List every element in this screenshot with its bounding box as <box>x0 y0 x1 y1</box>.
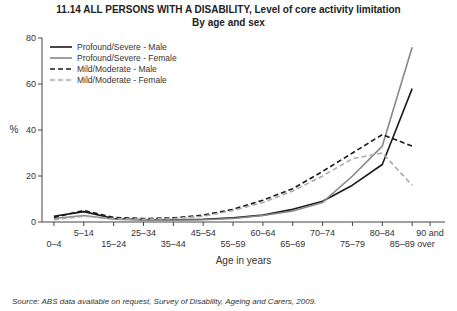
y-tick <box>38 222 42 223</box>
y-tick <box>38 130 42 131</box>
legend-swatch <box>50 79 72 81</box>
y-tick <box>38 84 42 85</box>
x-tick <box>203 222 204 226</box>
x-tick <box>322 222 323 226</box>
series-line <box>54 153 412 220</box>
series-line <box>54 135 412 219</box>
y-axis-label: % <box>10 124 19 135</box>
source-note: Source: ABS data available on request, S… <box>12 297 316 306</box>
x-tick <box>382 222 383 226</box>
legend-swatch <box>50 68 72 70</box>
legend-label: Profound/Severe - Female <box>77 53 177 63</box>
series-line <box>54 47 412 220</box>
y-tick-label: 40 <box>26 125 36 135</box>
x-tick <box>430 222 431 226</box>
legend: Profound/Severe - MaleProfound/Severe - … <box>50 42 177 85</box>
legend-swatch <box>50 57 72 59</box>
x-tick <box>83 222 84 226</box>
x-tick <box>292 222 293 226</box>
chart: 11.14 ALL PERSONS WITH A DISABILITY, Lev… <box>0 0 457 311</box>
x-tick <box>143 222 144 226</box>
x-axis <box>42 222 445 223</box>
x-tick-label: 85–89 over <box>390 239 435 249</box>
annotation: 90 and <box>416 228 444 238</box>
x-tick <box>262 222 263 226</box>
x-tick-label: 80–84 <box>370 228 395 238</box>
x-tick <box>233 222 234 226</box>
legend-label: Mild/Moderate - Male <box>77 64 157 74</box>
x-tick-label: 60–64 <box>250 228 275 238</box>
y-tick-label: 80 <box>26 33 36 43</box>
x-tick-label: 75–79 <box>340 239 365 249</box>
plot-area <box>54 47 412 220</box>
x-tick-label: 15–24 <box>101 239 126 249</box>
x-tick-label: 35–44 <box>161 239 186 249</box>
title: 11.14 ALL PERSONS WITH A DISABILITY, Lev… <box>56 4 400 15</box>
x-tick-label: 70–74 <box>310 228 335 238</box>
x-axis-label: Age in years <box>216 255 272 266</box>
y-tick-label: 0 <box>31 217 36 227</box>
x-tick <box>352 222 353 226</box>
x-tick-label: 65–69 <box>280 239 305 249</box>
legend-label: Mild/Moderate - Female <box>77 75 167 85</box>
y-tick-label: 60 <box>26 79 36 89</box>
y-tick-label: 20 <box>26 171 36 181</box>
y-tick <box>38 176 42 177</box>
x-tick-label: 45–54 <box>191 228 216 238</box>
x-tick <box>113 222 114 226</box>
legend-label: Profound/Severe - Male <box>77 42 167 52</box>
x-tick-label: 55–59 <box>221 239 246 249</box>
x-tick-label: 0–4 <box>46 239 61 249</box>
x-tick <box>173 222 174 226</box>
x-tick <box>412 222 413 226</box>
x-tick <box>53 222 54 226</box>
legend-swatch <box>50 46 72 48</box>
y-tick <box>38 38 42 39</box>
subtitle: By age and sex <box>192 17 265 28</box>
x-tick-label: 25–34 <box>131 228 156 238</box>
x-tick-label: 5–14 <box>74 228 94 238</box>
series-line <box>54 89 412 220</box>
